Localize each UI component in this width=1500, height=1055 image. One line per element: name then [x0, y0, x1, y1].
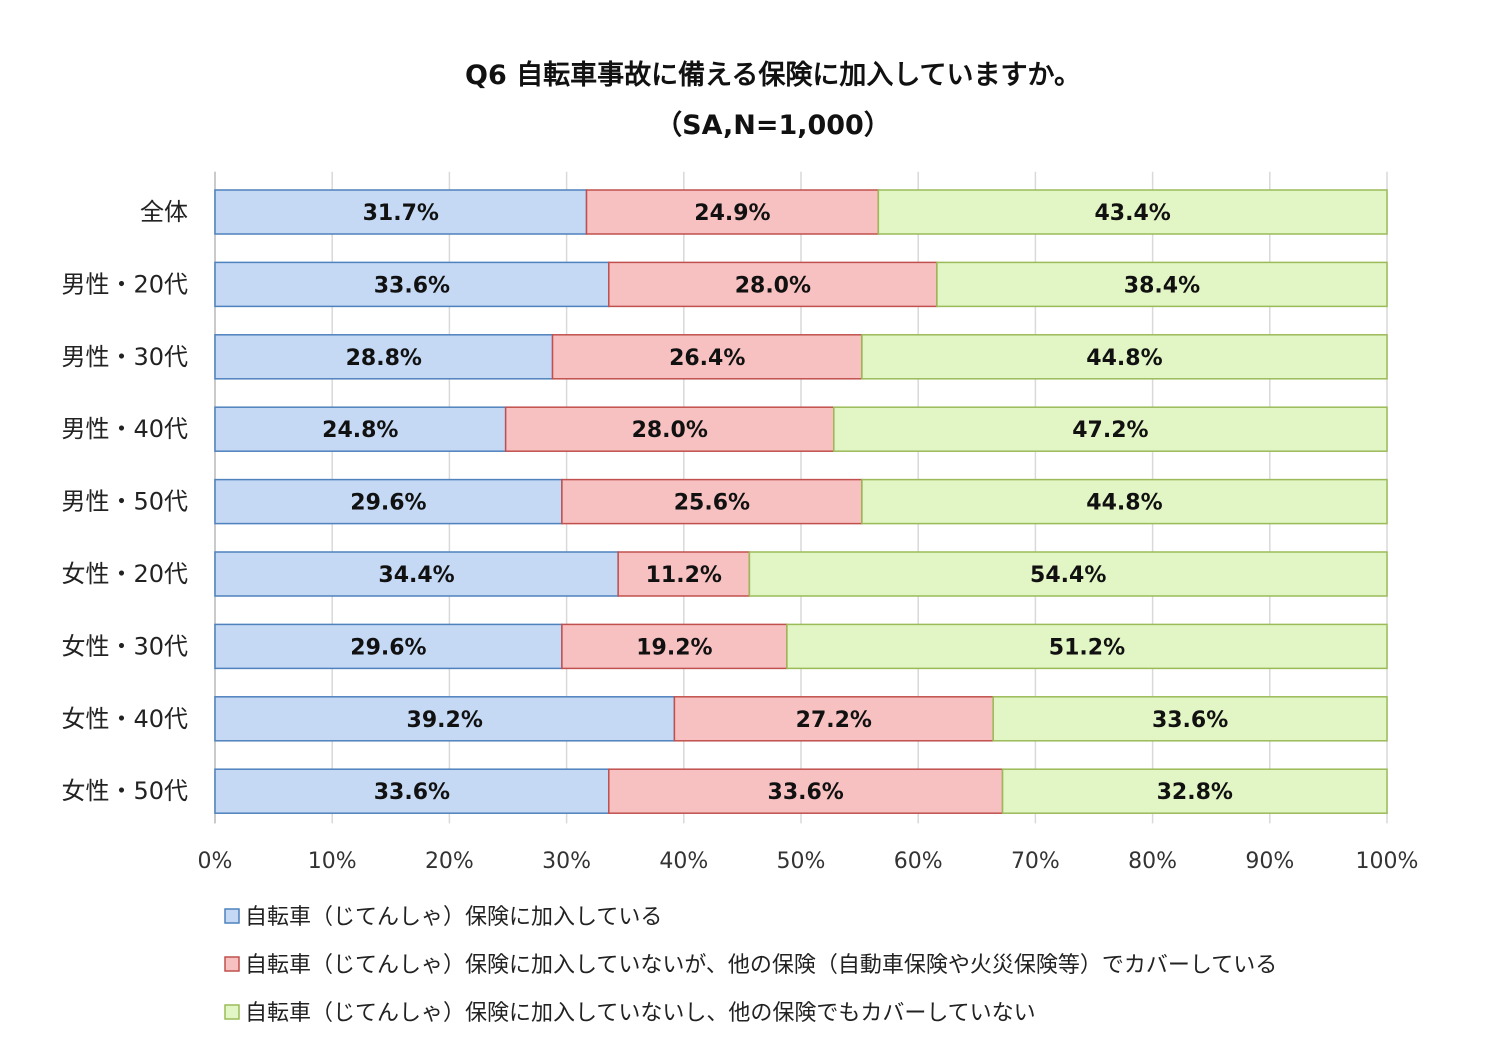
data-label: 28.0% [632, 418, 708, 443]
data-label: 33.6% [374, 780, 450, 805]
bar-segment [877, 189, 1388, 235]
bar-segment [214, 478, 563, 525]
legend-label: 自転車（じてんしゃ）保険に加入している [245, 905, 662, 930]
bar-segment [617, 551, 751, 597]
bar-segment [214, 406, 507, 452]
chart-subtitle: （SA,N=1,000） [655, 110, 891, 141]
data-label: 26.4% [669, 346, 745, 371]
bar-segment [214, 551, 619, 597]
bar-segment [561, 478, 863, 525]
bar-segment [1001, 768, 1388, 814]
bar-segment [214, 261, 610, 308]
data-label: 39.2% [407, 708, 483, 733]
category-label: 女性・40代 [61, 705, 188, 733]
bar-segment [214, 189, 588, 235]
x-tick-label: 70% [1011, 849, 1060, 874]
category-label: 男性・40代 [61, 415, 188, 443]
data-label: 44.8% [1086, 491, 1162, 516]
bar-segment [748, 551, 1388, 597]
category-label: 全体 [140, 198, 188, 226]
bar-segment [992, 696, 1388, 742]
data-label: 33.6% [1152, 708, 1228, 733]
data-label: 24.9% [694, 201, 770, 226]
legend-label: 自転車（じてんしゃ）保険に加入していないが、他の保険（自動車保険や火災保険等）で… [245, 953, 1277, 978]
data-label: 33.6% [768, 780, 844, 805]
data-label: 11.2% [646, 563, 722, 588]
data-label: 24.8% [322, 418, 398, 443]
data-labels: 31.7% 24.9% 43.4% 33.6% 28.0% 38.4% 28.8% 26.4%… [322, 201, 1233, 805]
x-tick-label: 40% [659, 849, 708, 874]
data-label: 44.8% [1086, 346, 1162, 371]
legend-swatch [224, 908, 240, 924]
bars [214, 189, 1388, 814]
data-label: 29.6% [350, 491, 426, 516]
category-label: 男性・20代 [61, 270, 188, 298]
data-label: 54.4% [1030, 563, 1106, 588]
x-tick-label: 50% [777, 849, 826, 874]
bar-segment [608, 261, 938, 308]
bar-segment [861, 334, 1388, 380]
data-label: 32.8% [1157, 780, 1233, 805]
data-label: 38.4% [1124, 273, 1200, 298]
bar-segment [936, 261, 1388, 308]
bar-segment [833, 406, 1388, 452]
x-tick-label: 30% [542, 849, 591, 874]
legend-swatch [224, 956, 240, 972]
x-tick-label: 0% [198, 849, 233, 874]
bar-segment [786, 623, 1388, 670]
data-label: 31.7% [363, 201, 439, 226]
bar-segment [504, 406, 835, 452]
bar-segment [214, 334, 554, 380]
bar-segment [608, 768, 1004, 814]
category-label: 女性・50代 [61, 777, 188, 805]
legend-label: 自転車（じてんしゃ）保険に加入していないし、他の保険でもカバーしていない [245, 1001, 1036, 1026]
x-tick-label: 10% [308, 849, 357, 874]
category-label: 男性・30代 [61, 343, 188, 371]
chart-title: Q6 自転車事故に備える保険に加入していますか。 [465, 59, 1081, 91]
data-label: 27.2% [796, 708, 872, 733]
legend: 自転車（じてんしゃ）保険に加入している自転車（じてんしゃ）保険に加入していないが… [224, 905, 1277, 1026]
bar-segment [861, 478, 1388, 525]
legend-swatch [224, 1004, 240, 1020]
data-label: 43.4% [1095, 201, 1171, 226]
category-labels: 全体男性・20代男性・30代男性・40代男性・50代女性・20代女性・30代女性… [61, 198, 188, 805]
x-tick-label: 60% [894, 849, 943, 874]
bar-segment [561, 623, 788, 670]
data-label: 51.2% [1049, 635, 1125, 660]
category-label: 男性・50代 [61, 488, 188, 516]
category-label: 女性・20代 [61, 560, 188, 588]
data-label: 47.2% [1072, 418, 1148, 443]
data-label: 33.6% [374, 273, 450, 298]
data-label: 29.6% [350, 635, 426, 660]
x-tick-label: 100% [1356, 849, 1419, 874]
category-label: 女性・30代 [61, 632, 188, 660]
bar-segment [585, 189, 880, 235]
x-tick-label: 20% [425, 849, 474, 874]
x-tick-label: 80% [1128, 849, 1177, 874]
x-tick-label: 90% [1245, 849, 1294, 874]
data-label: 25.6% [674, 491, 750, 516]
data-label: 28.8% [346, 346, 422, 371]
data-label: 34.4% [378, 563, 454, 588]
bar-segment [214, 696, 676, 742]
data-label: 19.2% [636, 635, 712, 660]
x-tick-labels: 0% 10% 20% 30% 40% 50% 60% 70% 80% 90% 100% [198, 849, 1419, 874]
data-label: 28.0% [735, 273, 811, 298]
